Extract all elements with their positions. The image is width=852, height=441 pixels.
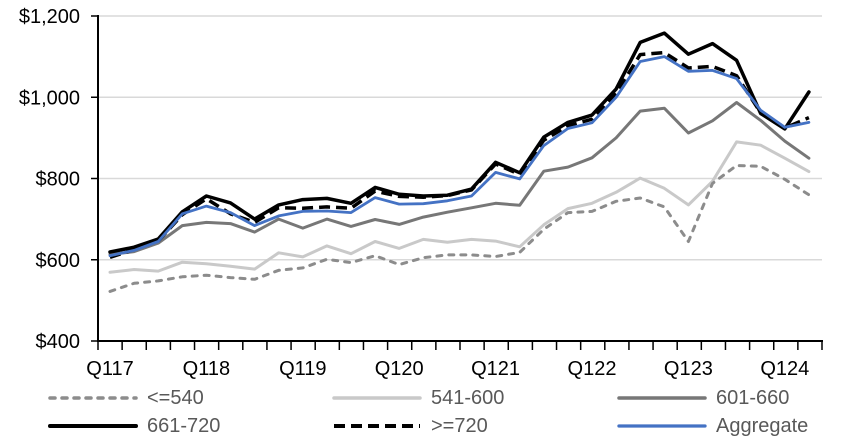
x-axis-tick-label: Q124 [760, 358, 809, 380]
legend-line-sample [617, 396, 707, 400]
series-line-540 [108, 164, 811, 293]
series-line-720 [109, 50, 810, 259]
series-line-661-720 [108, 31, 811, 254]
x-axis-tick-label: Q117 [86, 358, 133, 380]
legend-item-le-540: <=540 [48, 384, 332, 412]
legend-item-661-720: 661-720 [48, 412, 332, 440]
legend-label: >=720 [431, 415, 488, 437]
y-axis-tick-label: $400 [36, 331, 81, 353]
legend-label: <=540 [147, 387, 204, 409]
series-line-541-600 [108, 140, 811, 274]
series-line-601-660 [108, 101, 811, 256]
legend-line-sample [617, 424, 707, 428]
chart-legend: <=540 541-600 601-660 661-720 >=720 Aggr… [48, 384, 847, 440]
legend-item-aggregate: Aggregate [617, 412, 847, 440]
x-axis-tick-label: Q123 [664, 358, 713, 380]
legend-line-sample [48, 424, 138, 428]
legend-item-601-660: 601-660 [617, 384, 847, 412]
legend-item-541-600: 541-600 [332, 384, 617, 412]
y-axis-tick-label: $600 [36, 250, 81, 272]
x-axis-tick-label: Q119 [279, 358, 326, 380]
y-axis-tick-label: $1,200 [19, 6, 80, 28]
legend-label: 661-720 [147, 415, 221, 437]
series-line-aggregate [108, 55, 811, 258]
legend-label: Aggregate [716, 415, 809, 437]
x-axis-tick-label: Q121 [471, 358, 520, 380]
legend-label: 601-660 [716, 387, 790, 409]
y-axis-tick-label: $800 [36, 169, 81, 191]
x-axis-tick-label: Q118 [183, 358, 230, 380]
legend-line-sample [332, 396, 422, 400]
y-axis-tick-label: $1,000 [19, 87, 80, 109]
legend-item-ge-720: >=720 [332, 412, 617, 440]
legend-label: 541-600 [431, 387, 505, 409]
legend-line-sample [334, 424, 420, 428]
legend-line-sample [48, 396, 138, 400]
x-axis-tick-label: Q120 [375, 358, 424, 380]
line-chart: $400 $600 $800 $1,000 $1,200 Q117 Q118 Q119 Q120… [19, 6, 823, 380]
x-axis-tick-label: Q122 [568, 358, 617, 380]
